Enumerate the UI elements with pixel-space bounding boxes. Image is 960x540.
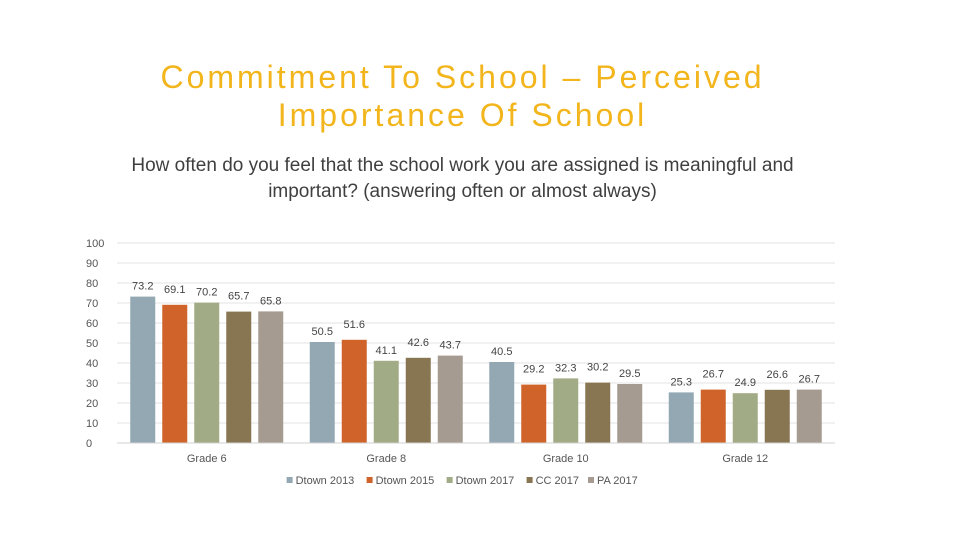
y-tick-label: 90: [86, 258, 98, 270]
legend-swatch: [526, 477, 533, 483]
bar: [585, 382, 611, 443]
y-tick-label: 100: [86, 238, 104, 250]
y-tick-label: 20: [86, 398, 98, 410]
title-line-2: Importance Of School: [277, 97, 648, 133]
data-label: 26.6: [767, 369, 788, 381]
legend-label: Dtown 2015: [376, 475, 435, 487]
y-tick-label: 10: [86, 418, 98, 430]
legend-swatch: [446, 477, 453, 483]
bar: [309, 342, 335, 443]
bar: [700, 389, 726, 443]
data-label: 65.7: [228, 291, 249, 303]
title-line-1: Commitment To School – Perceived: [160, 59, 765, 95]
x-tick-label: Grade 12: [722, 453, 768, 465]
y-tick-label: 60: [86, 318, 98, 330]
bar: [162, 304, 188, 443]
legend-swatch: [286, 477, 293, 483]
data-label: 65.8: [260, 295, 281, 307]
y-tick-label: 80: [86, 278, 98, 290]
bar: [617, 384, 643, 443]
bar: [796, 389, 822, 443]
data-label: 29.2: [523, 364, 544, 376]
bar: [732, 393, 758, 443]
x-tick-label: Grade 8: [366, 453, 406, 465]
legend-label: Dtown 2017: [456, 475, 515, 487]
bar: [437, 355, 463, 443]
bar: [130, 296, 156, 443]
bar: [521, 384, 547, 443]
data-label: 25.3: [671, 376, 692, 388]
slide-title: Commitment To School – Perceived Importa…: [0, 58, 925, 134]
legend-swatch: [588, 477, 594, 483]
data-label: 50.5: [312, 326, 333, 338]
legend-swatch: [366, 477, 373, 483]
legend-label: PA 2017: [597, 475, 638, 487]
data-label: 43.7: [440, 340, 461, 352]
data-label: 42.6: [408, 337, 429, 349]
bar: [553, 378, 579, 443]
bar: [341, 339, 367, 443]
data-label: 24.9: [735, 377, 756, 389]
bar: [489, 362, 515, 443]
y-tick-label: 40: [86, 358, 98, 370]
x-tick-label: Grade 6: [187, 453, 227, 465]
bar: [194, 302, 220, 443]
y-tick-label: 30: [86, 378, 98, 390]
data-label: 30.2: [587, 362, 608, 374]
data-label: 32.3: [555, 362, 576, 374]
chart-title: How often do you feel that the school wo…: [131, 155, 794, 202]
data-label: 29.5: [619, 368, 640, 380]
legend-label: CC 2017: [536, 475, 579, 487]
bar: [373, 360, 399, 443]
bar: [668, 392, 694, 443]
data-label: 51.6: [344, 319, 365, 331]
data-label: 69.1: [164, 284, 185, 296]
data-label: 40.5: [491, 346, 512, 358]
y-tick-label: 50: [86, 338, 98, 350]
data-label: 70.2: [196, 287, 217, 299]
x-tick-label: Grade 10: [543, 453, 589, 465]
y-tick-label: 0: [86, 438, 92, 450]
data-label: 73.2: [132, 281, 153, 293]
data-label: 26.7: [799, 374, 820, 386]
bar: [405, 357, 431, 443]
y-tick-label: 70: [86, 298, 98, 310]
bar: [764, 389, 790, 443]
legend-label: Dtown 2013: [296, 475, 355, 487]
bar: [226, 311, 252, 443]
bar: [258, 311, 284, 443]
data-label: 26.7: [703, 369, 724, 381]
data-label: 41.1: [376, 345, 397, 357]
